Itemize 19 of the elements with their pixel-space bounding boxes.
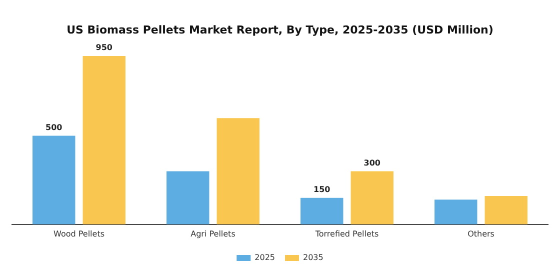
bar	[484, 196, 528, 224]
bar	[350, 171, 394, 224]
x-tick-label: Wood Pellets	[54, 229, 104, 238]
bar	[32, 136, 76, 224]
data-label: 950	[96, 43, 113, 52]
data-label: 150	[314, 184, 331, 194]
x-tick-label: Agri Pellets	[190, 229, 236, 238]
x-tick-label: Torrefied Pellets	[314, 229, 379, 238]
data-label: 300	[364, 158, 381, 168]
bar	[434, 200, 478, 224]
bar	[166, 171, 210, 224]
data-label: 500	[46, 122, 63, 132]
bar	[82, 56, 126, 224]
bar	[216, 118, 260, 224]
legend-label: 2025	[254, 253, 275, 262]
x-tick-label: Others	[468, 229, 494, 238]
bar	[300, 198, 344, 224]
legend-label: 2035	[303, 253, 324, 262]
chart-title: US Biomass Pellets Market Report, By Type, 2025-2035 (USD Million)	[66, 23, 494, 36]
